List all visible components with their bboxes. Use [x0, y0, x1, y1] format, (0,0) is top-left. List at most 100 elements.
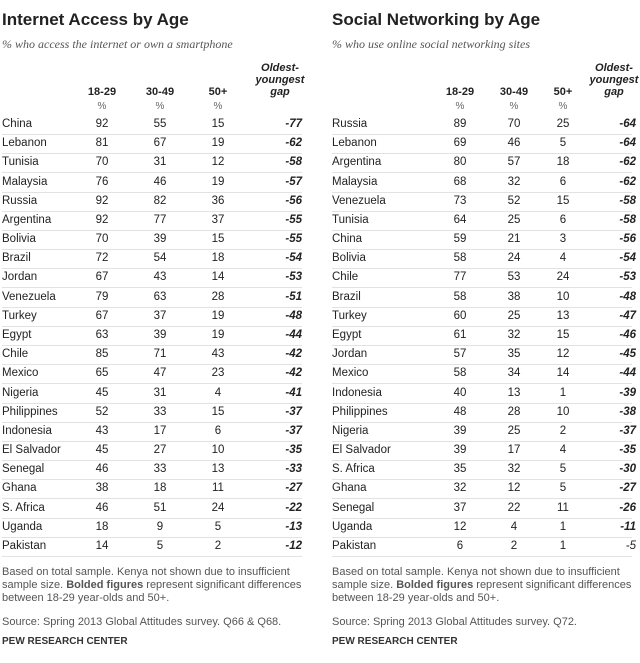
- gap-value: -38: [619, 405, 636, 418]
- value: 76: [95, 175, 109, 188]
- value: 10: [556, 290, 570, 303]
- value: 13: [211, 463, 225, 476]
- value: 5: [156, 539, 164, 552]
- value: 13: [556, 309, 570, 322]
- gap-value: -37: [285, 405, 302, 418]
- value: 73: [453, 194, 467, 207]
- value: 9: [156, 520, 164, 533]
- table-row: Venezuela 79 63 28 -51: [2, 288, 302, 308]
- value: 40: [453, 386, 467, 399]
- column-header: 50+: [208, 86, 228, 98]
- value: 46: [95, 463, 109, 476]
- value: 19: [211, 175, 225, 188]
- gap-value: -35: [285, 444, 302, 457]
- table-row: Lebanon 81 67 19 -62: [2, 134, 302, 155]
- value: 5: [559, 482, 567, 495]
- column-unit: %: [509, 101, 519, 112]
- value: 38: [507, 290, 521, 303]
- value: 85: [95, 348, 109, 361]
- country: Russia: [332, 118, 368, 130]
- country: Egypt: [332, 328, 362, 341]
- value: 80: [453, 156, 467, 169]
- value: 15: [211, 233, 225, 246]
- table-row: Philippines 48 28 10 -38: [332, 403, 636, 423]
- value: 79: [95, 290, 109, 303]
- value: 69: [453, 137, 467, 150]
- country: Indonesia: [2, 424, 52, 437]
- panel-title: Social Networking by Age: [332, 10, 541, 29]
- value: 22: [507, 501, 521, 514]
- value: 5: [214, 520, 222, 533]
- gap-value: -58: [285, 156, 302, 169]
- value: 10: [556, 405, 570, 418]
- gap-value: -26: [619, 501, 636, 514]
- value: 82: [153, 194, 167, 207]
- gap-value: -39: [619, 386, 636, 399]
- footnote-bold: Bolded figures: [66, 579, 144, 591]
- footnote-text: Based on total sample. Kenya not shown d…: [332, 566, 620, 591]
- country: Bolivia: [2, 233, 36, 246]
- value: 52: [507, 194, 521, 207]
- table-row: Russia 89 70 25 -64: [332, 115, 636, 135]
- gap-value: -5: [625, 539, 636, 552]
- country: Senegal: [332, 501, 375, 514]
- value: 55: [153, 118, 167, 130]
- value: 67: [95, 271, 109, 284]
- value: 77: [153, 213, 167, 226]
- table-row: Ghana 38 18 11 -27: [2, 479, 302, 500]
- value: 18: [95, 520, 109, 533]
- value: 77: [453, 271, 467, 284]
- gap-value: -35: [619, 444, 636, 457]
- value: 59: [453, 233, 467, 246]
- value: 70: [95, 233, 109, 246]
- table-row: Tunisia 64 25 6 -58: [332, 211, 636, 231]
- country: Chile: [332, 271, 359, 284]
- country: Bolivia: [332, 252, 366, 265]
- value: 47: [153, 367, 167, 380]
- value: 25: [507, 309, 521, 322]
- table-row: Nigeria 45 31 4 -41: [2, 384, 302, 404]
- table-row: Ghana 32 12 5 -27: [332, 479, 636, 500]
- gap-header: Oldest-youngest gap: [255, 62, 305, 98]
- value: 18: [153, 482, 167, 495]
- value: 28: [211, 290, 225, 303]
- country: Egypt: [2, 328, 32, 341]
- gap-value: -62: [619, 156, 636, 169]
- country: Venezuela: [2, 290, 56, 303]
- country: Uganda: [2, 520, 43, 533]
- gap-value: -37: [285, 424, 302, 437]
- country: Malaysia: [332, 175, 378, 188]
- value: 57: [453, 348, 467, 361]
- value: 28: [507, 405, 521, 418]
- column-header: 30-49: [499, 86, 529, 98]
- country: Brazil: [332, 290, 361, 303]
- country: China: [2, 118, 33, 130]
- value: 12: [556, 348, 570, 361]
- country: Indonesia: [332, 386, 382, 399]
- value: 61: [453, 328, 467, 341]
- country: Pakistan: [2, 539, 47, 552]
- country: Lebanon: [332, 137, 377, 150]
- value: 15: [556, 328, 570, 341]
- value: 15: [556, 194, 570, 207]
- value: 24: [211, 501, 225, 514]
- gap-value: -41: [285, 386, 302, 399]
- table-row: Chile 77 53 24 -53: [332, 268, 636, 289]
- table-row: Uganda 12 4 1 -11: [332, 518, 636, 538]
- country: Ghana: [2, 482, 37, 495]
- value: 43: [153, 271, 167, 284]
- value: 2: [559, 424, 567, 437]
- value: 70: [507, 118, 521, 130]
- value: 14: [95, 539, 109, 552]
- value: 45: [95, 386, 109, 399]
- value: 25: [556, 118, 570, 130]
- value: 6: [559, 213, 567, 226]
- country: China: [332, 233, 363, 246]
- panel-subtitle: % who use online social networking sites: [332, 37, 530, 51]
- footnote-text: represent significant differences betwee…: [2, 579, 302, 604]
- value: 5: [559, 137, 567, 150]
- country: Malaysia: [2, 175, 48, 188]
- country: Philippines: [332, 405, 388, 418]
- value: 23: [211, 367, 225, 380]
- value: 51: [153, 501, 167, 514]
